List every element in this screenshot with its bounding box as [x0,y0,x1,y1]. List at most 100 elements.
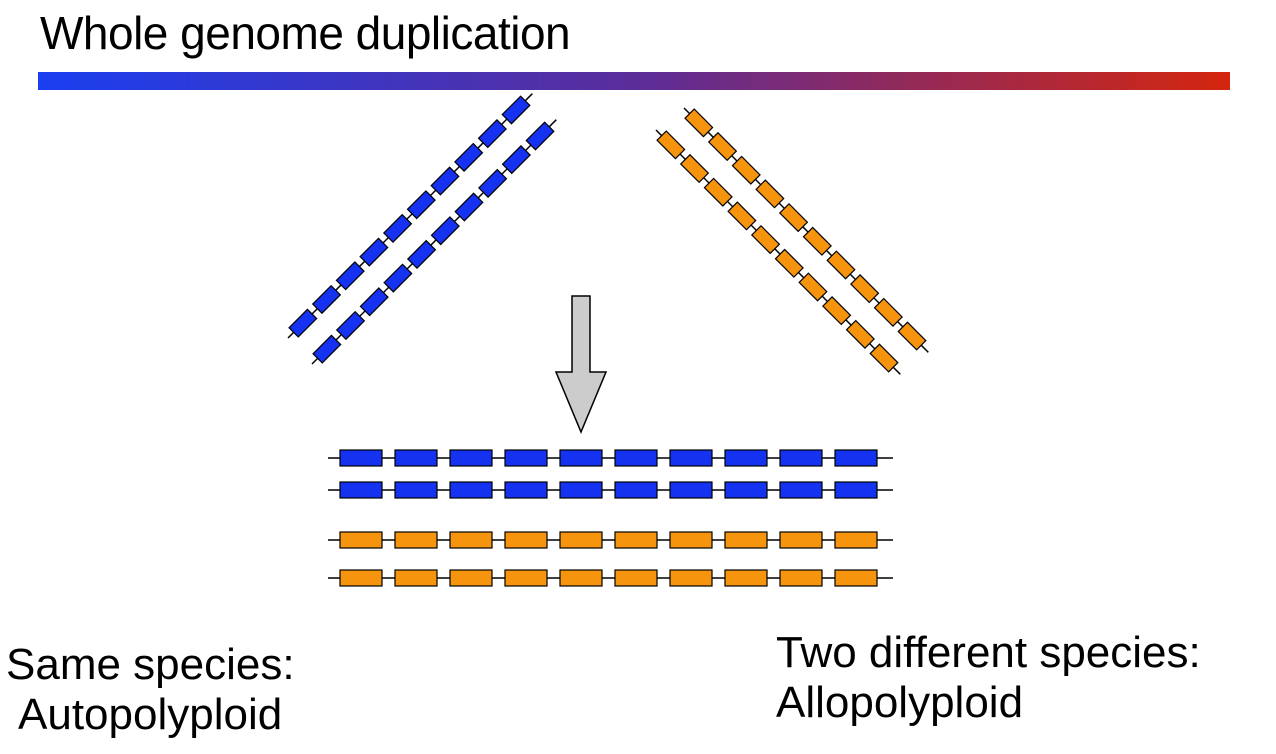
merged-chromosome-1-gene-7 [669,449,713,467]
left-chromosome-2-gene-4 [383,263,413,293]
left-chromosome-1 [287,93,533,339]
right-caption-line1: Two different species: [776,628,1201,677]
left-chromosome-1-gene-7 [430,166,460,196]
merged-chromosome-2-gene-4 [504,481,548,499]
slide-title: Whole genome duplication [40,7,571,59]
right-caption-line2: Allopolyploid [776,678,1024,727]
merged-chromosome-4-gene-8 [724,569,768,587]
right-chromosome-1-gene-9 [873,297,903,327]
right-chromosome-2-gene-5 [750,224,781,255]
merged-chromosome-2-gene-9 [779,481,823,499]
left-chromosome-2-gene-5 [406,239,437,270]
left-chromosome-1-gene-2 [311,284,342,315]
merged-chromosome-2-gene-6 [614,481,658,499]
right-chromosome-1-gene-2 [707,131,738,162]
title-gradient-bar [38,72,1230,90]
merged-chromosome-4-gene-7 [669,569,713,587]
right-chromosome-1-gene-1 [684,108,714,138]
left-chromosome-1-gene-6 [406,190,436,220]
left-chromosome-2-gene-7 [454,192,484,222]
merged-chromosome-1-gene-2 [394,449,438,467]
merged-chromosome-1-gene-6 [614,449,658,467]
right-chromosome-1 [683,107,929,353]
right-chromosome-2-gene-10 [869,343,899,373]
merged-chromosome-2-gene-5 [559,481,603,499]
merged-chromosome-2-gene-10 [834,481,878,499]
left-chromosome-1-gene-8 [454,142,484,172]
down-arrow-icon [554,295,608,434]
right-chromosome-1-gene-5 [778,202,809,233]
merged-chromosome-2-gene-7 [669,481,713,499]
left-chromosome-1-gene-9 [477,119,507,149]
merged-chromosome-1 [328,449,893,467]
merged-chromosome-1-gene-5 [559,449,603,467]
autopolyploid-caption: Same species: Autopolyploid [6,640,295,740]
right-chromosome-2-gene-1 [656,130,686,160]
merged-chromosome-4-gene-9 [779,569,823,587]
merged-chromosome-3-gene-8 [724,531,768,549]
merged-chromosome-3-gene-3 [449,531,493,549]
right-chromosome-1-gene-8 [850,274,880,304]
merged-chromosome-1-gene-4 [504,449,548,467]
species-a-chromosome-pair [287,93,557,365]
merged-chromosome-3-gene-5 [559,531,603,549]
merged-chromosome-4-gene-4 [504,569,548,587]
left-caption-line1: Same species: [6,640,295,689]
right-chromosome-1-gene-10 [897,321,927,351]
merged-chromosome-4-gene-10 [834,569,878,587]
left-chromosome-2 [311,119,557,365]
merged-polyploid-chromosomes [328,449,893,587]
merged-chromosome-4-gene-6 [614,569,658,587]
merged-chromosome-4-gene-2 [394,569,438,587]
merged-chromosome-4-gene-1 [339,569,383,587]
allopolyploid-caption: Two different species: Allopolyploid [776,628,1201,728]
merged-chromosome-3-gene-4 [504,531,548,549]
left-chromosome-2-gene-3 [359,287,389,317]
right-chromosome-2-gene-2 [679,153,710,184]
right-chromosome-2 [655,129,901,375]
merged-chromosome-2-gene-1 [339,481,383,499]
merged-chromosome-3-gene-9 [779,531,823,549]
merged-chromosome-4-gene-3 [449,569,493,587]
right-chromosome-2-gene-4 [727,201,757,231]
left-chromosome-2-gene-8 [478,168,508,198]
right-chromosome-2-gene-6 [774,248,804,278]
left-chromosome-2-gene-1 [312,334,342,364]
merged-chromosome-3-gene-7 [669,531,713,549]
merged-chromosome-1-gene-10 [834,449,878,467]
right-chromosome-2-gene-9 [845,319,875,349]
right-chromosome-1-gene-7 [826,250,856,280]
merged-chromosome-2-gene-8 [724,481,768,499]
merged-chromosome-1-gene-3 [449,449,493,467]
left-chromosome-1-gene-10 [501,95,531,125]
left-chromosome-2-gene-2 [335,310,366,341]
merged-chromosome-2-gene-3 [449,481,493,499]
species-b-chromosome-pair [655,107,929,375]
merged-chromosome-1-gene-1 [339,449,383,467]
left-chromosome-1-gene-4 [359,237,389,267]
merged-chromosome-3-gene-6 [614,531,658,549]
left-chromosome-2-gene-6 [430,216,460,246]
right-chromosome-2-gene-7 [798,272,828,302]
left-chromosome-2-gene-10 [525,121,555,151]
right-chromosome-2-gene-3 [703,177,733,207]
left-chromosome-2-gene-9 [501,145,531,175]
merged-chromosome-2 [328,481,893,499]
left-caption-line2: Autopolyploid [18,690,283,739]
right-chromosome-2-gene-8 [822,296,852,326]
merged-chromosome-2-gene-2 [394,481,438,499]
left-chromosome-1-gene-1 [288,308,318,338]
merged-chromosome-3 [328,531,893,549]
merged-chromosome-4-gene-5 [559,569,603,587]
left-chromosome-1-gene-3 [335,261,365,291]
right-chromosome-1-gene-3 [731,155,761,185]
merged-chromosome-3-gene-1 [339,531,383,549]
merged-chromosome-3-gene-10 [834,531,878,549]
right-chromosome-1-gene-4 [755,179,785,209]
merged-chromosome-3-gene-2 [394,531,438,549]
merged-chromosome-1-gene-9 [779,449,823,467]
merged-chromosome-4 [328,569,893,587]
left-chromosome-1-gene-5 [382,213,413,244]
merged-chromosome-1-gene-8 [724,449,768,467]
